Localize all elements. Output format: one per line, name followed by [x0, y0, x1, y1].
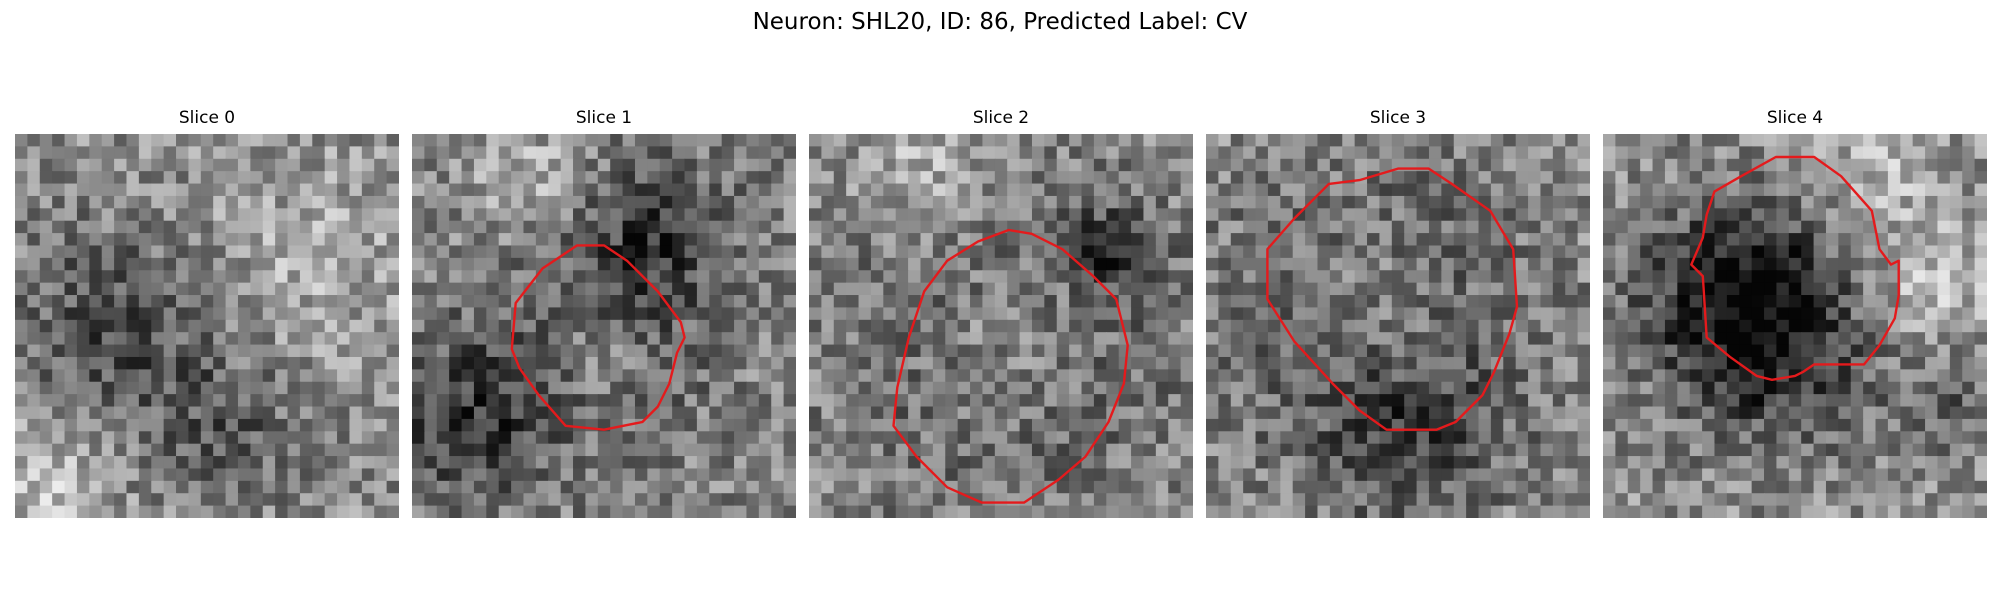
- roi-contour: [892, 228, 1129, 504]
- pixel-grid: [15, 134, 399, 518]
- panel-title: Slice 3: [1369, 108, 1427, 128]
- pixel-grid: [1206, 134, 1590, 518]
- slice-image: [15, 134, 399, 518]
- slice-image: [1603, 134, 1987, 518]
- roi-contour: [1690, 155, 1900, 382]
- slice-image: [809, 134, 1193, 518]
- panel-slice-0: Slice 0: [15, 108, 399, 518]
- panel-slice-4: Slice 4: [1603, 108, 1987, 518]
- panel-title: Slice 1: [575, 108, 633, 128]
- roi-contour: [1266, 167, 1519, 431]
- panel-slice-3: Slice 3: [1206, 108, 1590, 518]
- pixel-grid: [809, 134, 1193, 518]
- roi-contour: [510, 244, 686, 431]
- slice-image: [412, 134, 796, 518]
- panel-title: Slice 4: [1766, 108, 1824, 128]
- panel-slice-1: Slice 1: [412, 108, 796, 518]
- pixel-grid: [1603, 134, 1987, 518]
- panel-title: Slice 0: [178, 108, 236, 128]
- panel-title: Slice 2: [972, 108, 1030, 128]
- pixel-grid: [412, 134, 796, 518]
- panel-slice-2: Slice 2: [809, 108, 1193, 518]
- figure-title: Neuron: SHL20, ID: 86, Predicted Label: …: [752, 9, 1248, 35]
- slice-image: [1206, 134, 1590, 518]
